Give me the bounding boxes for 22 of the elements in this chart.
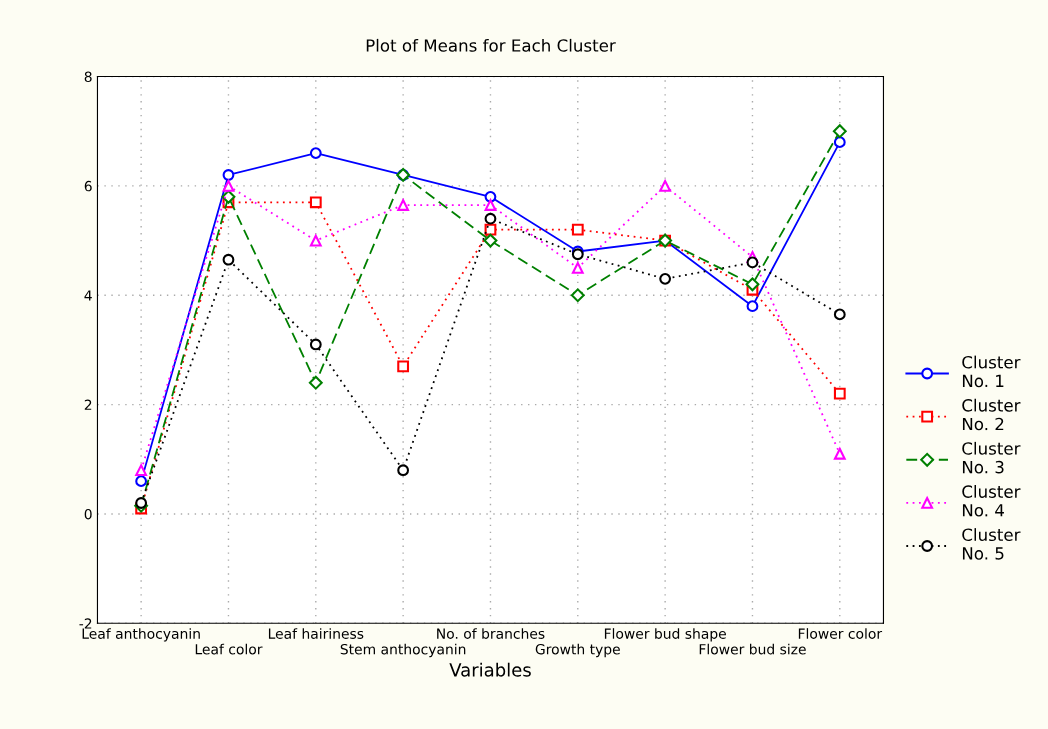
x-tick-label: Flower bud size [699, 643, 806, 655]
x-tick-label: Flower color [798, 628, 883, 639]
x-tick-label: Growth type [535, 643, 620, 658]
x-tick-label: Leaf hairiness [268, 628, 364, 639]
x-tick-label: Leaf color [195, 643, 263, 655]
y-tick-label: 0 [84, 508, 92, 520]
x-tick-label: Leaf anthocyanin [82, 628, 200, 642]
legend-label: Cluster No. 3 [962, 441, 1021, 474]
y-tick-label: 4 [84, 290, 92, 301]
legend-label: Cluster No. 1 [962, 355, 1021, 388]
legend-label: Cluster No. 4 [962, 485, 1021, 517]
x-tick-label: No. of branches [437, 628, 545, 639]
y-tick-label: 8 [84, 71, 92, 83]
chart-title: Plot of Means for Each Cluster [366, 38, 616, 52]
legend-label: Cluster No. 2 [962, 398, 1021, 431]
y-tick-label: 2 [84, 399, 92, 410]
legend-label: Cluster No. 5 [962, 528, 1021, 560]
y-tick-label: 6 [84, 180, 92, 192]
y-tick-label: -2 [79, 618, 92, 629]
x-tick-label: Flower bud shape [604, 628, 726, 642]
x-tick-label: Stem anthocyanin [340, 643, 466, 658]
x-axis-title: Variables [449, 662, 531, 677]
